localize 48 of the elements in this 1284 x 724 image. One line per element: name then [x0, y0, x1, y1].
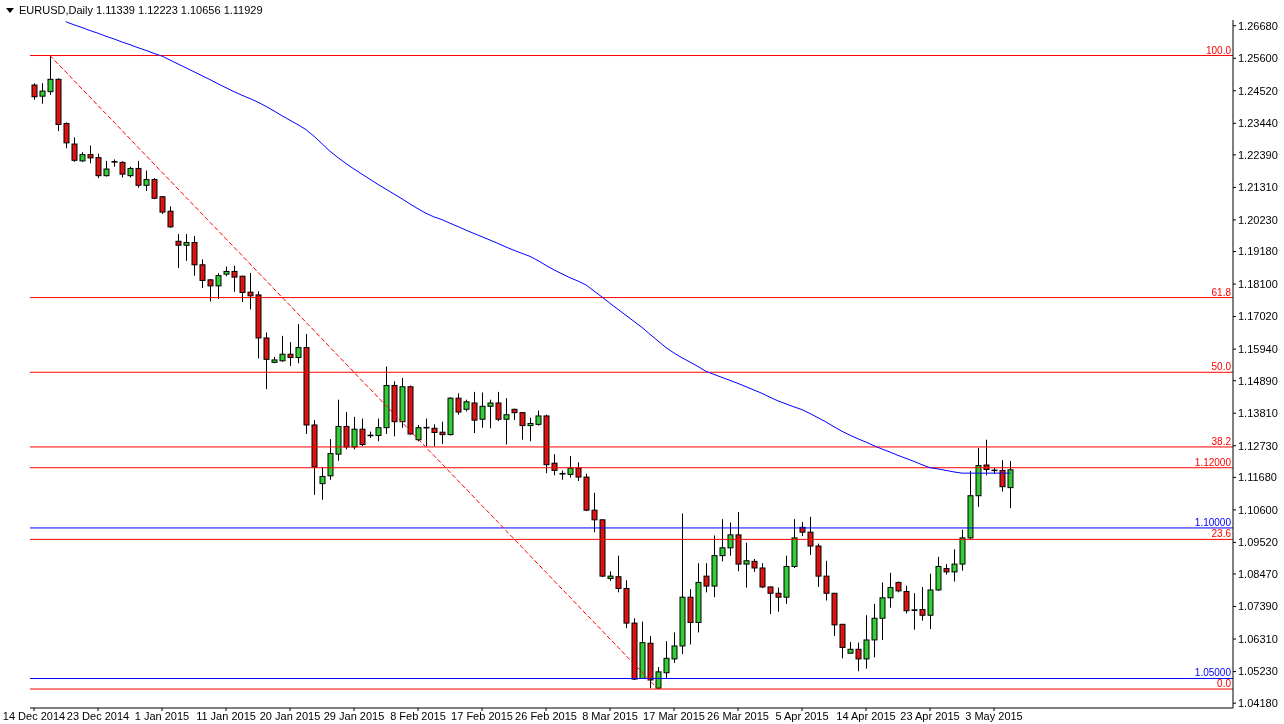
x-tick-label: 14 Dec 2014: [2, 709, 66, 722]
annotation: 61.8: [1211, 286, 1232, 298]
y-tick-label: 1.09520: [1238, 536, 1278, 549]
y-tick-label: 1.19180: [1238, 245, 1278, 258]
ref-line-label: 1.05000: [1194, 667, 1232, 679]
x-tick-label: 11 Jan 2015: [196, 709, 256, 722]
x-tick-label: 29 Jan 2015: [323, 709, 385, 722]
y-tick-label: 1.07390: [1238, 600, 1278, 613]
x-tick-label: 23 Dec 2014: [66, 709, 130, 722]
x-tick-label: 3 May 2015: [965, 709, 1023, 722]
annotation: 100.0: [1205, 44, 1232, 56]
y-tick-label: 1.05230: [1238, 665, 1278, 678]
y-tick-label: 1.20230: [1238, 213, 1278, 226]
y-tick-label: 1.12730: [1238, 439, 1278, 452]
x-tick-label: 20 Jan 2015: [259, 709, 321, 722]
y-tick-label: 1.06310: [1238, 632, 1278, 645]
y-tick-label: 1.10600: [1238, 503, 1278, 516]
y-tick-label: 1.21310: [1238, 181, 1278, 194]
x-tick-label: 8 Feb 2015: [390, 709, 446, 722]
annotation: 38.2: [1211, 435, 1232, 447]
x-tick-label: 14 Apr 2015: [836, 709, 896, 722]
y-tick-label: 1.04180: [1238, 697, 1278, 710]
annotation: 50.0: [1211, 361, 1232, 373]
x-tick-label: 23 Apr 2015: [900, 709, 960, 722]
annotation: 23.6: [1211, 528, 1232, 540]
x-tick-label: 5 Apr 2015: [775, 709, 829, 722]
y-tick-label: 1.23440: [1238, 117, 1278, 130]
y-tick-label: 1.14890: [1238, 374, 1278, 387]
annotation: 0.0: [1217, 678, 1232, 690]
ref-line-label: 1.12000: [1194, 456, 1232, 468]
y-tick-label: 1.26680: [1238, 19, 1278, 32]
chart-title: EURUSD,Daily 1.11339 1.12223 1.10656 1.11929: [19, 3, 263, 17]
y-tick-label: 1.11680: [1238, 471, 1277, 484]
y-tick-label: 1.13810: [1238, 407, 1278, 420]
x-tick-label: 17 Mar 2015: [643, 709, 705, 722]
y-tick-label: 1.15940: [1238, 343, 1278, 355]
x-tick-label: 26 Feb 2015: [515, 709, 577, 722]
ref-line-label: 1.10000: [1194, 516, 1232, 528]
y-tick-label: 1.18100: [1238, 277, 1278, 290]
y-tick-label: 1.24520: [1238, 84, 1278, 97]
x-tick-label: 17 Feb 2015: [451, 709, 513, 722]
y-tick-label: 1.08470: [1238, 567, 1278, 580]
x-tick-label: 1 Jan 2015: [134, 709, 190, 722]
y-tick-label: 1.25600: [1238, 52, 1278, 65]
y-tick-label: 1.17020: [1238, 310, 1278, 323]
x-tick-label: 26 Mar 2015: [707, 709, 769, 722]
x-tick-label: 8 Mar 2015: [582, 709, 638, 722]
y-tick-label: 1.22390: [1238, 148, 1278, 161]
